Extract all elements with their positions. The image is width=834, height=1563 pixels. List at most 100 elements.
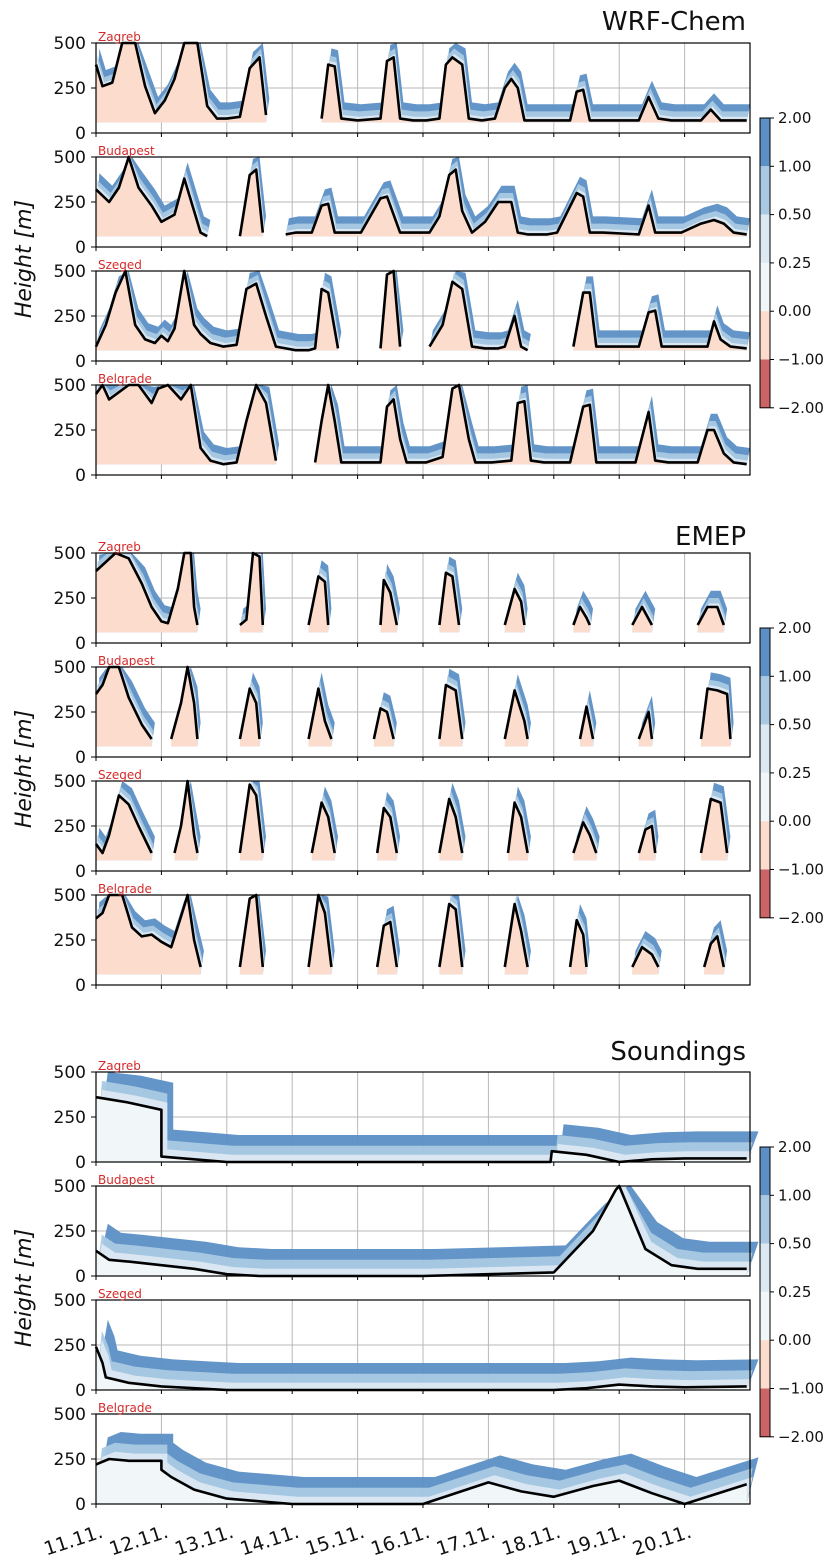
colorbar-segment [760, 772, 770, 822]
band-inner [573, 822, 597, 861]
band-core [504, 720, 528, 747]
band-core [96, 829, 152, 861]
band-core [508, 833, 528, 861]
band-core [96, 197, 208, 237]
colorbar-tick-label: 1.00 [778, 157, 811, 175]
chart-group-emep: EMEP 0 250 500 Zagreb 0 250 500 Budapest 0 250 500 S… [12, 522, 824, 996]
y-tick-label: 0 [75, 466, 86, 486]
y-tick-label: 500 [54, 376, 86, 396]
y-axis-label: Height [m] [12, 1229, 37, 1347]
colorbar-tick-label: −2.00 [778, 1428, 824, 1446]
y-tick-label: 500 [54, 262, 86, 282]
panel-zagreb: 0 250 500 Zagreb [54, 1059, 759, 1173]
colorbar-tick-label: 0.00 [778, 302, 811, 320]
band-core [439, 717, 463, 747]
colorbar-tick-label: 0.00 [778, 812, 811, 830]
band-1 [285, 157, 750, 237]
series-line [238, 783, 265, 854]
series-line [320, 56, 747, 122]
panel-belgrade: 0 250 500 Belgrade [54, 882, 751, 996]
city-label: Budapest [98, 654, 155, 668]
x-tick-label: 16.11. [368, 1521, 432, 1561]
series-line [372, 707, 395, 740]
colorbar-segment [760, 1195, 770, 1244]
colorbar-tick-label: 0.50 [778, 716, 811, 734]
band-core [285, 204, 747, 237]
series-line [631, 945, 660, 968]
band-2 [96, 1330, 753, 1390]
band-2 [96, 1081, 753, 1162]
panel-budapest: 0 250 500 Budapest [54, 144, 751, 258]
series-line [438, 683, 464, 740]
y-tick-label: 500 [54, 1063, 86, 1083]
y-tick-label: 0 [75, 862, 86, 882]
series-line [379, 578, 399, 626]
colorbar-segment [760, 869, 770, 918]
colorbar-segment [760, 311, 770, 360]
series-line [438, 797, 464, 854]
colorbar-tick-label: 0.25 [778, 1283, 811, 1301]
series-line [503, 902, 529, 968]
y-tick-label: 0 [75, 352, 86, 372]
colorbar-tick-label: −2.00 [778, 399, 824, 417]
city-label: Belgrade [98, 372, 152, 386]
series-line [702, 935, 726, 968]
y-tick-label: 250 [54, 307, 86, 327]
x-tick-label: 14.11. [237, 1521, 301, 1561]
colorbar-segment [760, 724, 770, 773]
y-tick-label: 250 [54, 421, 86, 441]
colorbar-segment [760, 262, 770, 312]
series-line [307, 893, 333, 968]
band-core [239, 935, 263, 975]
series-line [238, 168, 265, 237]
band-core [96, 425, 276, 465]
colorbar-segment [760, 628, 770, 677]
series-line [307, 687, 333, 740]
city-label: Budapest [98, 144, 155, 158]
colorbar-segment [760, 1340, 770, 1389]
y-axis-label: Height [m] [12, 200, 37, 318]
series-line [379, 269, 402, 349]
band-1 [573, 276, 750, 351]
band-core [701, 831, 728, 861]
y-tick-label: 0 [75, 238, 86, 258]
band-core [96, 593, 198, 633]
band-core [429, 317, 528, 351]
panel-zagreb: 0 250 500 Zagreb [54, 30, 751, 144]
city-label: Zagreb [98, 540, 141, 554]
band-core [573, 844, 597, 861]
band-core [504, 940, 528, 975]
colorbar-tick-label: 1.00 [778, 667, 811, 685]
colorbar-segment [760, 359, 770, 408]
colorbar: 2.00 1.00 0.50 0.25 0.00 −1.00 −2.00 [759, 109, 824, 417]
y-tick-label: 250 [54, 193, 86, 213]
y-tick-label: 0 [75, 748, 86, 768]
series-line [238, 893, 265, 968]
series-line [94, 41, 268, 120]
series-line [438, 902, 464, 968]
x-axis-labels: 11.11. 12.11. 13.11. 14.11. 15.11. 16.11. 17.1… [41, 1521, 694, 1561]
x-tick-label: 11.11. [41, 1521, 105, 1561]
y-tick-label: 250 [54, 703, 86, 723]
band-core [632, 964, 659, 975]
y-tick-label: 500 [54, 148, 86, 168]
band-inner [285, 169, 747, 237]
y-tick-label: 500 [54, 1405, 86, 1425]
y-tick-label: 0 [75, 124, 86, 144]
series-line [503, 689, 529, 740]
panel-belgrade: 0 250 500 Belgrade [54, 1401, 759, 1515]
y-tick-label: 500 [54, 658, 86, 678]
band-3 [96, 1339, 753, 1390]
series-line [572, 821, 598, 854]
x-tick-label: 19.11. [564, 1521, 628, 1561]
y-tick-label: 0 [75, 1381, 86, 1401]
band-core [308, 719, 332, 747]
series-line [94, 269, 340, 352]
band-core [96, 707, 152, 747]
city-label: Zagreb [98, 30, 141, 44]
colorbar-segment [760, 821, 770, 870]
city-label: Szeged [98, 258, 142, 272]
city-label: Belgrade [98, 882, 152, 896]
colorbar-tick-label: −1.00 [778, 351, 824, 369]
